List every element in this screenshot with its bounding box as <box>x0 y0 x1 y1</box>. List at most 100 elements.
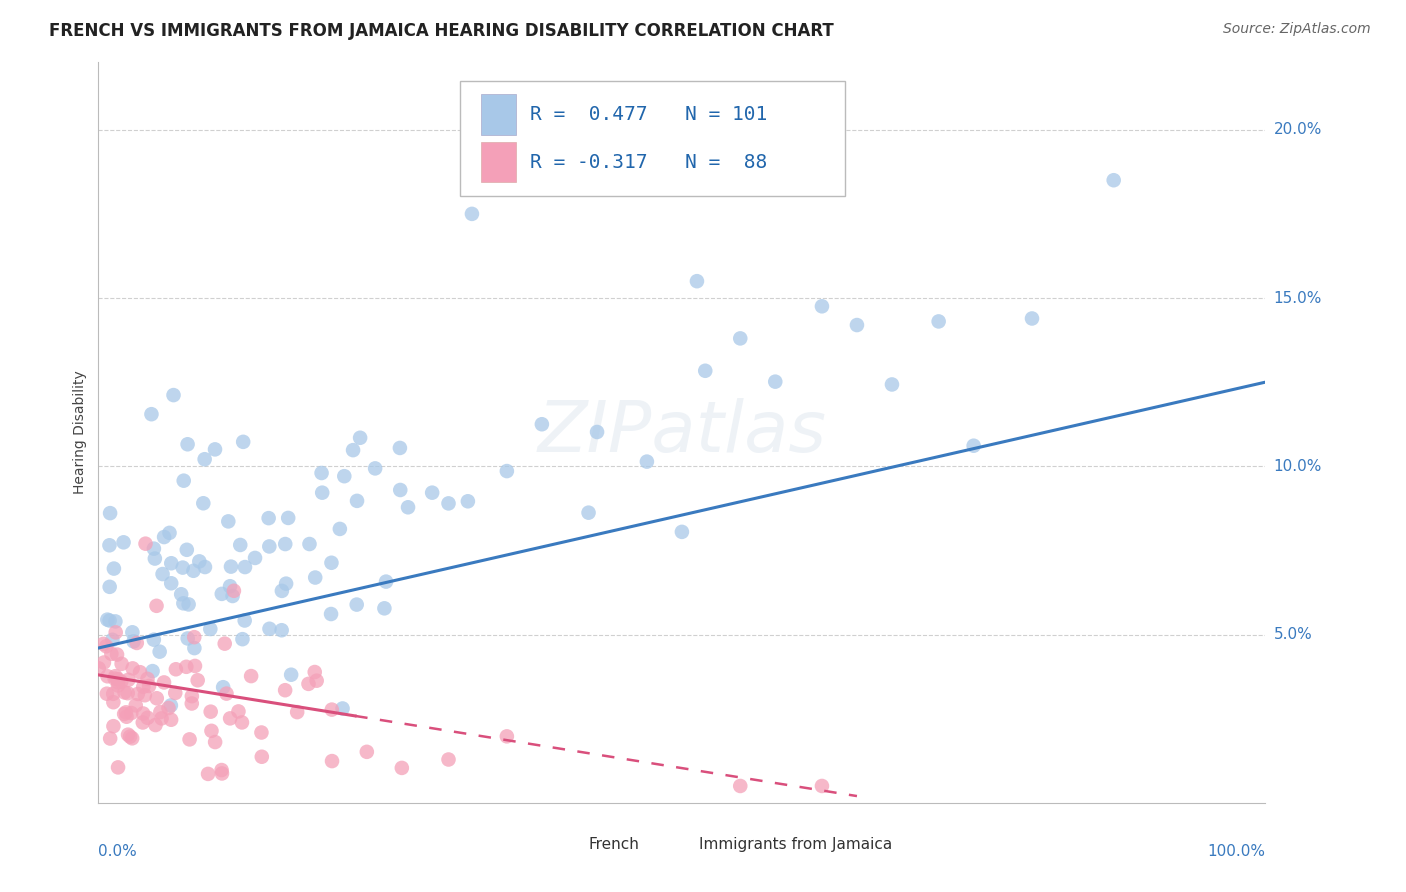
Point <box>115 706 138 720</box>
Point <box>212 680 235 694</box>
Point <box>173 474 195 488</box>
Point <box>586 425 609 439</box>
Point <box>96 687 118 701</box>
Point <box>159 525 181 540</box>
Point <box>250 749 273 764</box>
Text: 10.0%: 10.0% <box>1274 458 1322 474</box>
Point <box>298 537 321 551</box>
Point <box>496 730 519 744</box>
Point <box>125 636 148 650</box>
Point <box>375 574 398 589</box>
Point <box>103 719 125 733</box>
Text: R =  0.477: R = 0.477 <box>530 105 648 124</box>
Point <box>215 687 238 701</box>
Point <box>496 464 519 478</box>
Point <box>219 579 242 593</box>
Point <box>103 687 125 701</box>
FancyBboxPatch shape <box>665 832 690 856</box>
Point <box>319 607 342 621</box>
Point <box>193 496 215 510</box>
Text: N =  88: N = 88 <box>685 153 768 171</box>
Point <box>179 732 201 747</box>
Point <box>165 686 187 700</box>
Point <box>160 713 183 727</box>
Point <box>194 452 217 467</box>
Point <box>172 560 194 574</box>
Point <box>259 540 281 554</box>
Point <box>219 711 242 725</box>
Point <box>228 705 250 719</box>
Point <box>233 614 256 628</box>
Point <box>117 728 139 742</box>
Point <box>112 706 135 721</box>
Point <box>231 715 253 730</box>
Point <box>928 314 950 328</box>
Point <box>125 698 148 713</box>
Point <box>149 645 172 659</box>
Point <box>231 632 253 647</box>
Point <box>153 530 176 544</box>
Text: 0.0%: 0.0% <box>98 844 138 858</box>
Point <box>346 598 368 612</box>
Point <box>730 779 752 793</box>
Point <box>332 701 354 715</box>
Point <box>457 494 479 508</box>
Point <box>187 673 209 688</box>
Point <box>219 559 242 574</box>
Point <box>120 706 142 720</box>
Point <box>194 560 217 574</box>
Point <box>165 662 187 676</box>
Point <box>170 587 193 601</box>
Point <box>1021 311 1043 326</box>
Point <box>107 672 129 686</box>
Point <box>160 556 183 570</box>
Point <box>204 735 226 749</box>
Point <box>121 661 143 675</box>
Point <box>214 637 236 651</box>
Point <box>114 685 136 699</box>
Point <box>671 524 693 539</box>
Point <box>96 640 118 654</box>
Point <box>329 522 352 536</box>
Point <box>176 437 198 451</box>
Point <box>311 485 333 500</box>
Point <box>100 647 122 661</box>
Point <box>188 554 211 568</box>
Point <box>136 711 159 725</box>
Point <box>304 570 326 584</box>
Point <box>342 443 364 458</box>
Point <box>217 515 239 529</box>
Text: 100.0%: 100.0% <box>1208 844 1265 858</box>
Point <box>135 536 157 550</box>
Point <box>111 657 134 671</box>
Point <box>356 745 378 759</box>
Point <box>122 634 145 648</box>
Point <box>274 576 297 591</box>
Point <box>98 614 121 628</box>
Point <box>297 677 319 691</box>
Point <box>143 551 166 566</box>
Point <box>136 672 159 686</box>
Point <box>811 299 834 313</box>
Point <box>437 496 460 510</box>
Text: FRENCH VS IMMIGRANTS FROM JAMAICA HEARING DISABILITY CORRELATION CHART: FRENCH VS IMMIGRANTS FROM JAMAICA HEARIN… <box>49 22 834 40</box>
Point <box>229 538 252 552</box>
Point <box>160 698 183 713</box>
Point <box>153 675 176 690</box>
Point <box>112 535 135 549</box>
Point <box>349 431 371 445</box>
Point <box>127 687 149 701</box>
Point <box>200 705 222 719</box>
Point <box>96 613 118 627</box>
Point <box>93 656 115 670</box>
Point <box>132 706 155 721</box>
Point <box>118 730 141 744</box>
Point <box>101 632 124 647</box>
Point <box>461 207 484 221</box>
Point <box>389 483 412 497</box>
Point <box>200 723 222 738</box>
Y-axis label: Hearing Disability: Hearing Disability <box>73 371 87 494</box>
Point <box>141 407 163 421</box>
Point <box>259 622 281 636</box>
Point <box>270 624 292 638</box>
